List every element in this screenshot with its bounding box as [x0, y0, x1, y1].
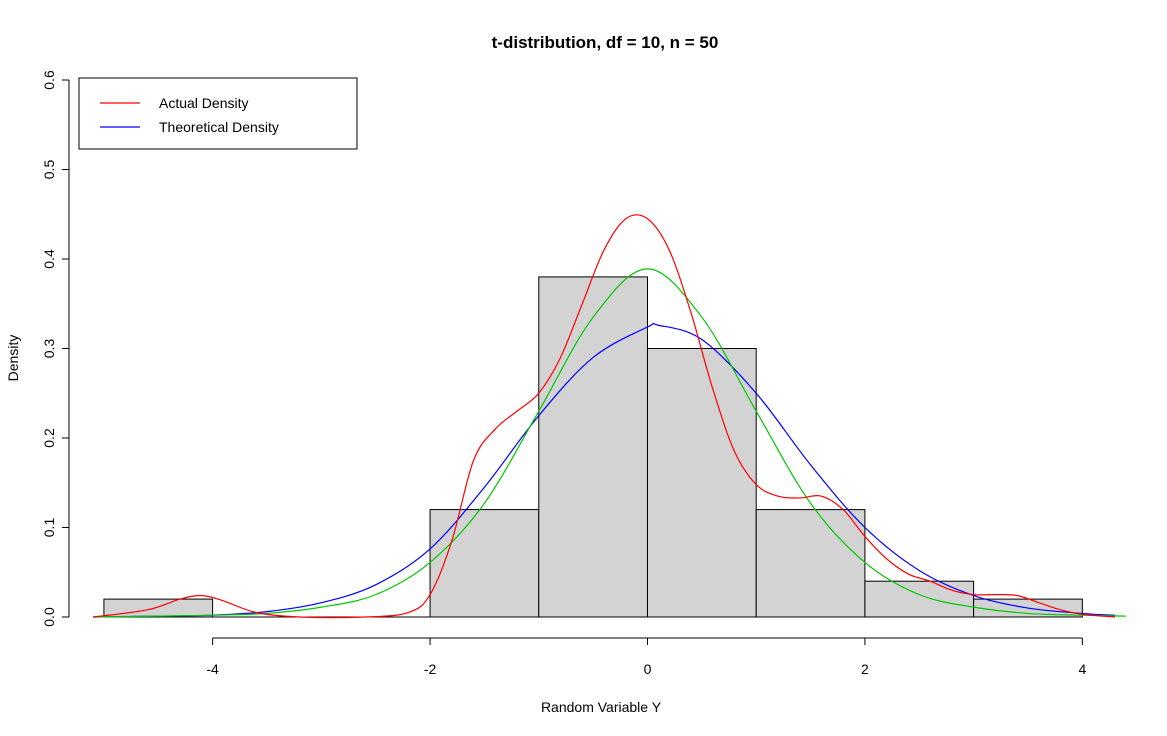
histogram-bar	[755, 509, 866, 618]
x-tick-label: -2	[424, 661, 437, 677]
y-axis-label: Density	[5, 335, 21, 382]
x-axis-label: Random Variable Y	[541, 699, 662, 715]
x-tick-label: -4	[206, 661, 219, 677]
histogram-bar	[864, 580, 975, 618]
x-tick-label: 2	[861, 661, 869, 677]
theoretical-density-curve	[93, 322, 1115, 618]
histogram-bar	[538, 276, 648, 618]
x-tick-label: 0	[644, 661, 652, 677]
actual-density-curve	[92, 214, 1115, 619]
y-tick-label: 0.1	[41, 518, 57, 538]
histogram-bar	[429, 509, 540, 618]
legend-box	[78, 77, 358, 150]
y-tick-label: 0.2	[41, 428, 57, 448]
chart-title: t-distribution, df = 10, n = 50	[492, 33, 719, 52]
y-tick-label: 0.4	[41, 249, 57, 269]
y-tick-label: 0.6	[41, 70, 57, 90]
y-tick-label: 0.0	[41, 607, 57, 627]
density-curves	[92, 214, 1126, 619]
legend-label: Actual Density	[159, 95, 248, 111]
y-axis: 0.0 0.1 0.2 0.3 0.4 0.5 0.6	[41, 70, 70, 627]
x-axis: -4 -2 0 2 4	[206, 637, 1086, 677]
x-tick-label: 4	[1078, 661, 1086, 677]
histogram-bar	[646, 348, 757, 618]
legend-label: Theoretical Density	[159, 119, 279, 135]
y-tick-label: 0.3	[41, 339, 57, 359]
histogram-bars	[103, 276, 1083, 618]
y-tick-label: 0.5	[41, 160, 57, 180]
legend: Actual Density Theoretical Density	[78, 77, 358, 150]
green-density-curve	[93, 268, 1126, 618]
